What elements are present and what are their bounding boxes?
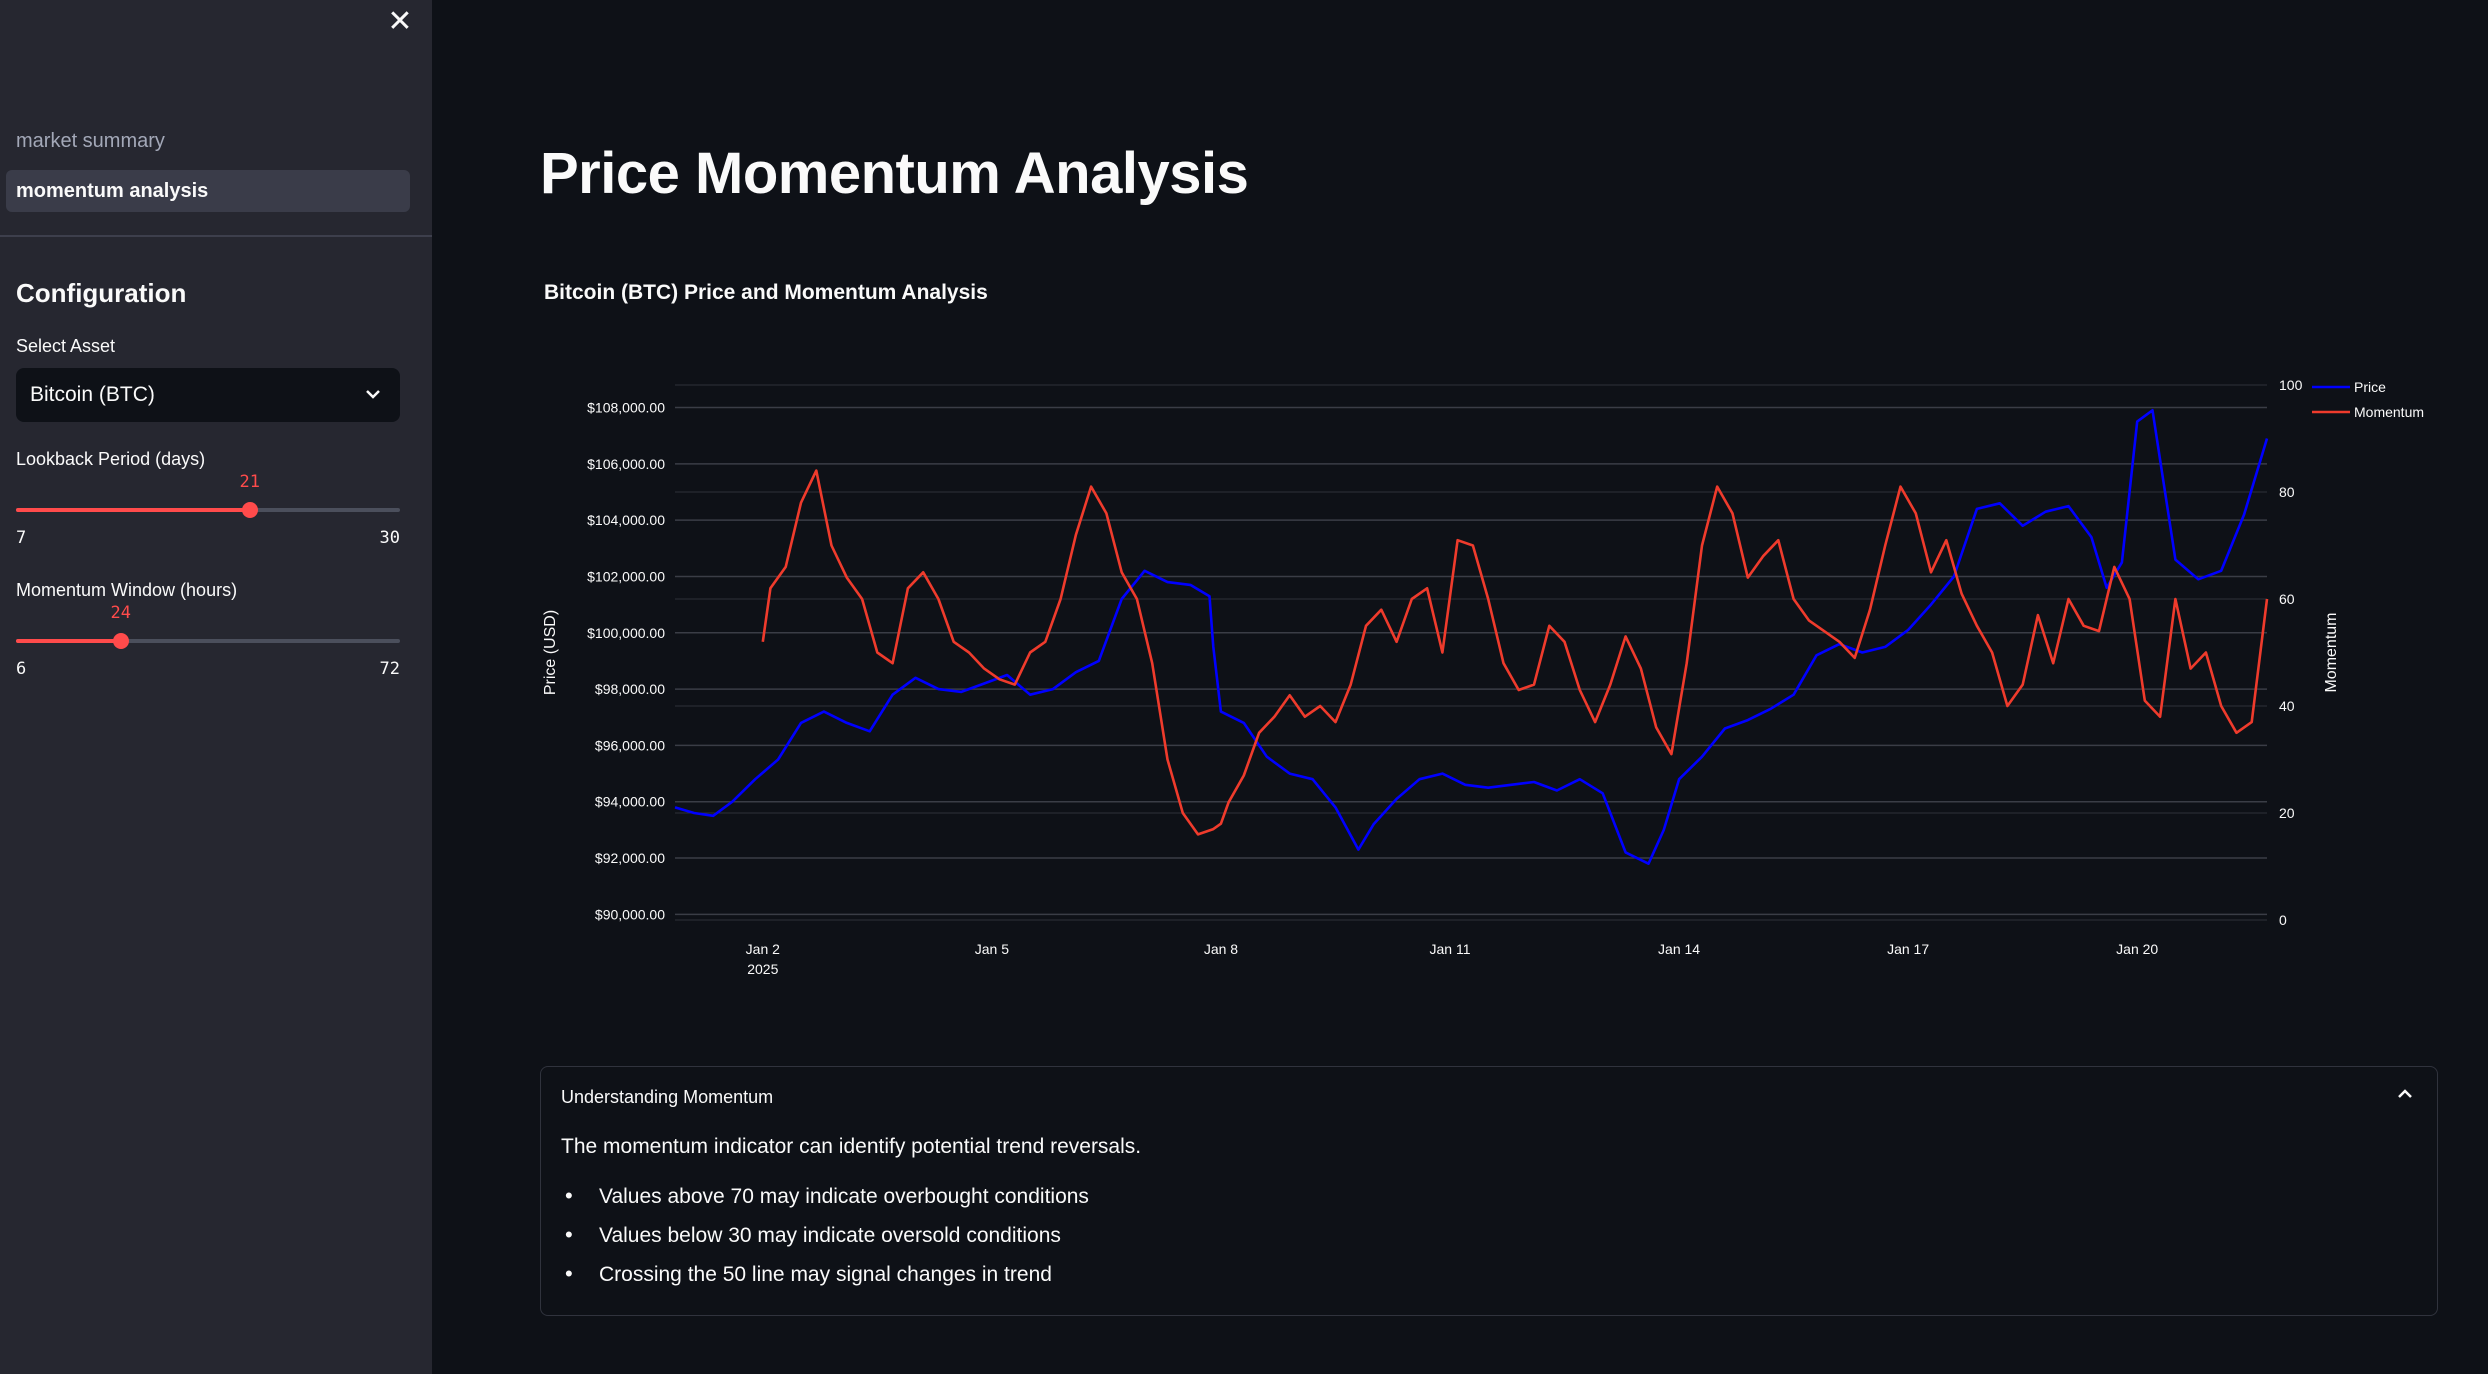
configuration-heading: Configuration (16, 278, 187, 308)
y-tick-label: $96,000.00 (595, 737, 665, 753)
y-axis-label: Price (USD) (542, 610, 559, 695)
x-tick-label: Jan 8 (1204, 941, 1238, 957)
momentum-window-label: Momentum Window (hours) (16, 580, 238, 600)
y2-tick-label: 100 (2279, 377, 2303, 393)
x-tick-sublabel: 2025 (747, 961, 778, 977)
series-line-momentum (761, 469, 2269, 836)
y-tick-label: $90,000.00 (595, 906, 665, 922)
slider-min: 6 (16, 659, 27, 679)
slider-min: 7 (16, 528, 27, 548)
y-tick-label: $94,000.00 (595, 794, 665, 810)
x-tick-label: Jan 14 (1658, 941, 1700, 957)
chevron-down-icon (364, 368, 382, 443)
y2-tick-label: 40 (2279, 698, 2295, 714)
lookback-label: Lookback Period (days) (16, 449, 206, 469)
y-tick-label: $100,000.00 (587, 625, 665, 641)
list-item: Values below 30 may indicate oversold co… (561, 1222, 1089, 1263)
x-tick-label: Jan 17 (1887, 941, 1929, 957)
list-item: Values above 70 may indicate overbought … (561, 1183, 1089, 1224)
x-tick-label: Jan 11 (1430, 941, 1471, 957)
lookback-slider[interactable]: 21 7 30 (16, 472, 400, 552)
y2-tick-label: 80 (2279, 484, 2295, 500)
chevron-up-icon[interactable] (2395, 1079, 2415, 1115)
y-tick-label: $108,000.00 (587, 400, 665, 416)
slider-value: 24 (110, 603, 131, 623)
y-tick-label: $98,000.00 (595, 681, 665, 697)
y2-tick-label: 20 (2279, 805, 2295, 821)
list-item: Crossing the 50 line may signal changes … (561, 1261, 1089, 1302)
nav-item-market-summary[interactable]: market summary (16, 130, 165, 152)
y-tick-label: $102,000.00 (587, 568, 665, 584)
y2-tick-label: 60 (2279, 591, 2295, 607)
slider-fill (16, 508, 250, 512)
sidebar: ✕ market summary momentum analysis Confi… (0, 0, 432, 1374)
nav-item-momentum-analysis[interactable]: momentum analysis (6, 170, 410, 212)
slider-max: 30 (379, 528, 400, 548)
momentum-window-slider[interactable]: 24 6 72 (16, 603, 400, 683)
series-line-price (674, 408, 2269, 866)
asset-select-value: Bitcoin (BTC) (30, 383, 155, 406)
x-tick-label: Jan 2 (746, 941, 780, 957)
slider-thumb[interactable] (112, 633, 129, 649)
expander-text: The momentum indicator can identify pote… (561, 1135, 1142, 1158)
price-momentum-chart[interactable]: $90,000.00 $92,000.00 $94,000.00 $96,000.00… (532, 350, 2472, 1000)
y2-axis-label: Momentum (2323, 612, 2340, 692)
legend-label: Momentum (2354, 404, 2424, 420)
page-title: Price Momentum Analysis (540, 141, 1249, 206)
chart-title: Bitcoin (BTC) Price and Momentum Analysi… (544, 281, 988, 304)
y-tick-label: $92,000.00 (595, 850, 665, 866)
x-tick-label: Jan 20 (2116, 941, 2158, 957)
close-icon[interactable]: ✕ (387, 5, 413, 38)
slider-thumb[interactable] (241, 502, 258, 518)
slider-fill (16, 639, 121, 643)
y-tick-label: $106,000.00 (587, 456, 665, 472)
slider-value: 21 (239, 472, 260, 492)
x-tick-label: Jan 5 (975, 941, 1009, 957)
understanding-momentum-expander: Understanding Momentum The momentum indi… (540, 1066, 2438, 1316)
legend-label: Price (2354, 379, 2386, 395)
slider-max: 72 (379, 659, 400, 679)
y2-tick-label: 0 (2279, 912, 2287, 928)
sidebar-divider (0, 235, 432, 237)
asset-select[interactable]: Bitcoin (BTC) (16, 368, 400, 422)
expander-list: Values above 70 may indicate overbought … (561, 1183, 1089, 1302)
expander-title[interactable]: Understanding Momentum (561, 1087, 774, 1107)
slider-track (16, 639, 400, 643)
select-asset-label: Select Asset (16, 336, 116, 356)
y-tick-label: $104,000.00 (587, 512, 665, 528)
